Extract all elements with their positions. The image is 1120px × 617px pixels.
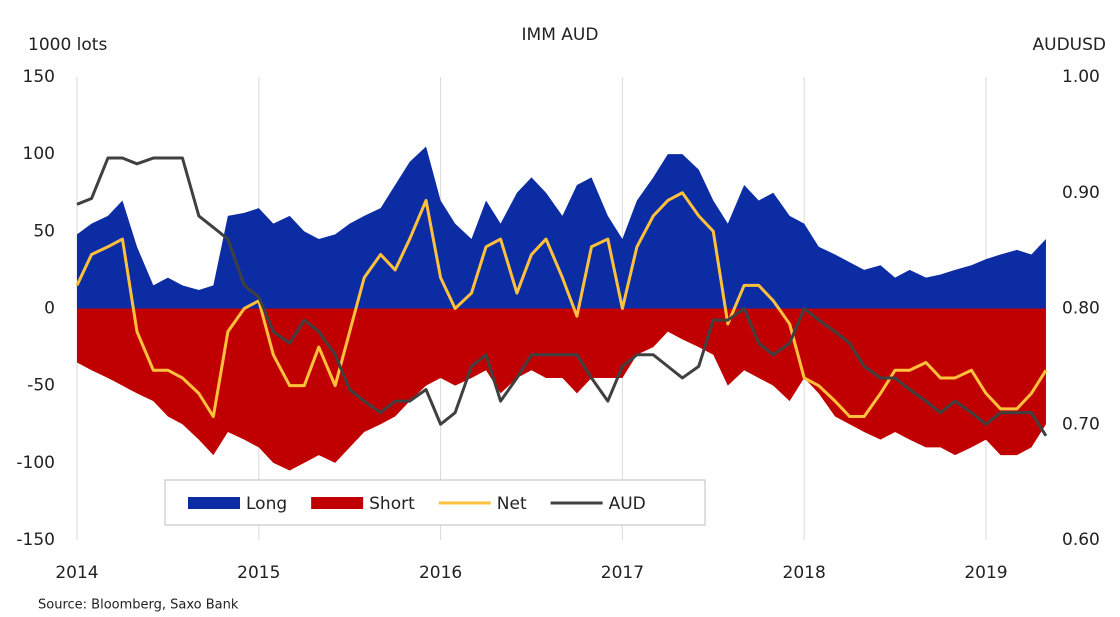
y2-tick-label: 0.80 <box>1062 299 1100 319</box>
y-tick-label: 0 <box>44 299 55 319</box>
y-tick-label: -150 <box>16 530 55 550</box>
chart-title: IMM AUD <box>522 25 599 45</box>
y-tick-label: 50 <box>33 221 55 241</box>
y-tick-label: -50 <box>27 376 55 396</box>
plot-area <box>75 146 1048 471</box>
y2-axis-label: AUDUSD <box>1033 35 1107 55</box>
y2-tick-label: 0.90 <box>1062 183 1100 203</box>
y-tick-label: -100 <box>16 453 55 473</box>
area-short <box>77 308 1046 471</box>
x-tick-label: 2017 <box>601 563 644 583</box>
x-tick-label: 2019 <box>964 563 1007 583</box>
y-tick-label: 150 <box>23 67 55 87</box>
legend-swatch <box>311 497 364 509</box>
x-tick-label: 2015 <box>237 563 280 583</box>
legend-swatch <box>188 497 240 509</box>
legend-label: AUD <box>609 494 646 514</box>
legend-box <box>164 479 706 526</box>
y-tick-label: 100 <box>23 144 55 164</box>
legend-label: Short <box>369 494 415 514</box>
x-tick-label: 2018 <box>783 563 826 583</box>
legend: Long Short Net AUD <box>164 479 706 526</box>
x-tick-label: 2016 <box>419 563 462 583</box>
y2-tick-label: 0.60 <box>1062 530 1100 550</box>
y-axis-label: 1000 lots <box>28 35 107 55</box>
y2-tick-label: 0.70 <box>1062 414 1100 434</box>
legend-label: Long <box>246 494 287 514</box>
line-aud <box>76 156 1048 437</box>
y2-tick-label: 1.00 <box>1062 67 1100 87</box>
area-long <box>77 146 1046 309</box>
x-tick-label: 2014 <box>55 563 98 583</box>
source-note: Source: Bloomberg, Saxo Bank <box>38 598 239 613</box>
legend-label: Net <box>497 494 527 514</box>
line-net <box>75 191 1048 419</box>
